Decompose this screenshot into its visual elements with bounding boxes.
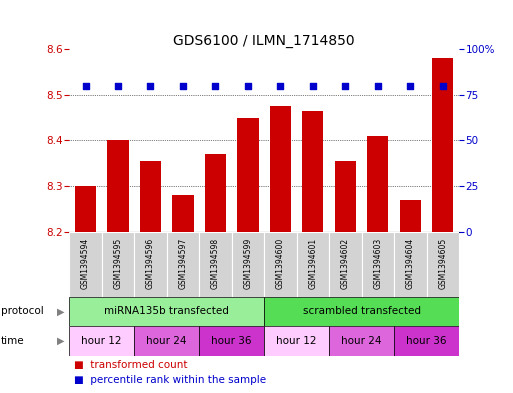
Text: hour 24: hour 24 bbox=[342, 336, 382, 346]
Text: GSM1394595: GSM1394595 bbox=[113, 237, 123, 288]
Bar bbox=[362, 232, 394, 297]
Bar bbox=[238, 118, 259, 232]
Bar bbox=[102, 232, 134, 297]
Point bbox=[179, 83, 187, 89]
Point bbox=[439, 83, 447, 89]
Bar bbox=[367, 136, 388, 232]
Bar bbox=[400, 200, 421, 232]
Point bbox=[114, 83, 122, 89]
Point bbox=[211, 83, 220, 89]
Title: GDS6100 / ILMN_1714850: GDS6100 / ILMN_1714850 bbox=[173, 34, 355, 48]
Bar bbox=[140, 161, 161, 232]
Text: GSM1394605: GSM1394605 bbox=[439, 237, 447, 288]
Bar bbox=[134, 326, 199, 356]
Text: GSM1394596: GSM1394596 bbox=[146, 237, 155, 288]
Bar bbox=[270, 106, 291, 232]
Text: GSM1394597: GSM1394597 bbox=[179, 237, 187, 288]
Bar bbox=[199, 232, 232, 297]
Point bbox=[341, 83, 349, 89]
Text: GSM1394602: GSM1394602 bbox=[341, 237, 350, 288]
Point bbox=[309, 83, 317, 89]
Bar bbox=[107, 140, 129, 232]
Bar bbox=[432, 58, 453, 232]
Point bbox=[146, 83, 154, 89]
Bar bbox=[329, 326, 394, 356]
Text: GSM1394598: GSM1394598 bbox=[211, 237, 220, 288]
Text: scrambled transfected: scrambled transfected bbox=[303, 307, 421, 316]
Text: ▶: ▶ bbox=[56, 336, 64, 346]
Bar bbox=[329, 232, 362, 297]
Point bbox=[82, 83, 90, 89]
Text: GSM1394604: GSM1394604 bbox=[406, 237, 415, 288]
Bar bbox=[69, 232, 102, 297]
Text: GSM1394594: GSM1394594 bbox=[81, 237, 90, 288]
Text: miRNA135b transfected: miRNA135b transfected bbox=[104, 307, 229, 316]
Bar bbox=[205, 154, 226, 232]
Bar bbox=[167, 232, 199, 297]
Bar bbox=[394, 326, 459, 356]
Text: GSM1394600: GSM1394600 bbox=[276, 237, 285, 288]
Text: hour 12: hour 12 bbox=[82, 336, 122, 346]
Bar bbox=[69, 297, 264, 326]
Bar bbox=[232, 232, 264, 297]
Point bbox=[406, 83, 415, 89]
Text: protocol: protocol bbox=[1, 307, 44, 316]
Bar bbox=[335, 161, 356, 232]
Text: ■  transformed count: ■ transformed count bbox=[74, 360, 188, 370]
Bar bbox=[394, 232, 427, 297]
Point bbox=[374, 83, 382, 89]
Text: GSM1394601: GSM1394601 bbox=[308, 237, 318, 288]
Point bbox=[244, 83, 252, 89]
Bar bbox=[75, 186, 96, 232]
Bar bbox=[134, 232, 167, 297]
Point bbox=[277, 83, 285, 89]
Bar bbox=[297, 232, 329, 297]
Bar bbox=[264, 326, 329, 356]
Text: GSM1394599: GSM1394599 bbox=[244, 237, 252, 288]
Bar bbox=[264, 297, 459, 326]
Bar bbox=[172, 195, 193, 232]
Bar bbox=[199, 326, 264, 356]
Bar bbox=[302, 111, 324, 232]
Text: time: time bbox=[1, 336, 25, 346]
Text: ▶: ▶ bbox=[56, 307, 64, 316]
Bar bbox=[69, 326, 134, 356]
Bar bbox=[427, 232, 459, 297]
Text: GSM1394603: GSM1394603 bbox=[373, 237, 382, 288]
Text: hour 36: hour 36 bbox=[211, 336, 252, 346]
Text: ■  percentile rank within the sample: ■ percentile rank within the sample bbox=[74, 375, 267, 385]
Text: hour 12: hour 12 bbox=[277, 336, 317, 346]
Text: hour 24: hour 24 bbox=[147, 336, 187, 346]
Bar bbox=[264, 232, 297, 297]
Text: hour 36: hour 36 bbox=[406, 336, 447, 346]
